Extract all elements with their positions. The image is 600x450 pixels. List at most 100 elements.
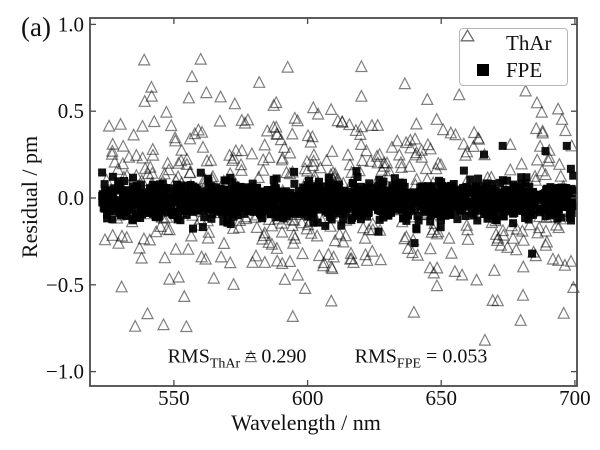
fpe-point [347, 216, 356, 225]
thar-point [138, 161, 152, 175]
thar-point [408, 131, 422, 145]
fpe-point [328, 199, 337, 208]
thar-point [409, 147, 423, 161]
fpe-point [482, 179, 491, 188]
fpe-point [458, 187, 467, 196]
fpe-point [398, 195, 407, 204]
thar-point [494, 238, 508, 251]
fpe-point [141, 191, 150, 200]
fpe-point [436, 208, 445, 217]
fpe-point [517, 173, 526, 182]
fpe-point [281, 197, 290, 205]
thar-point [354, 137, 368, 150]
fpe-point [492, 189, 501, 198]
fpe-point [123, 189, 132, 198]
fpe-point [457, 203, 466, 212]
thar-point [298, 161, 312, 175]
thar-point [467, 125, 481, 139]
rms-fpe-equals: = [421, 345, 443, 368]
thar-point [180, 157, 194, 170]
fpe-point [396, 204, 405, 213]
fpe-point [312, 202, 321, 211]
fpe-point [141, 204, 150, 213]
x-tick-label: 550 [158, 386, 190, 410]
fpe-point [480, 150, 488, 159]
thar-point [275, 216, 289, 229]
rms-thar-prefix: RMS [167, 345, 210, 368]
fpe-point [523, 196, 532, 205]
thar-point [429, 161, 443, 175]
fpe-point [228, 191, 237, 200]
fpe-point [446, 181, 455, 190]
fpe-point [522, 173, 531, 182]
fpe-point [227, 178, 236, 187]
fpe-point [263, 207, 272, 216]
fpe-point [337, 221, 346, 230]
thar-point [539, 167, 553, 181]
fpe-point [230, 187, 239, 195]
thar-point [401, 241, 415, 254]
fpe-point [321, 187, 330, 196]
thar-point [286, 309, 300, 322]
thar-point [421, 137, 435, 151]
fpe-point [286, 188, 295, 197]
fpe-point [108, 215, 117, 224]
fpe-point [129, 173, 137, 182]
fpe-point [385, 187, 394, 196]
fpe-point [326, 212, 335, 221]
thar-point [460, 218, 474, 231]
fpe-point [292, 207, 301, 216]
thar-point [344, 246, 358, 259]
thar-point [306, 100, 320, 114]
fpe-point [411, 204, 420, 213]
fpe-point [378, 180, 387, 189]
fpe-point [287, 204, 296, 213]
fpe-point [170, 207, 179, 216]
thar-point [115, 229, 129, 242]
fpe-point [354, 198, 363, 206]
fpe-point [297, 188, 306, 196]
thar-point [320, 153, 334, 166]
legend-label-fpe: FPE [506, 57, 543, 82]
fpe-point [524, 215, 533, 224]
thar-point [232, 220, 246, 233]
thar-point [390, 133, 404, 147]
fpe-point [569, 171, 578, 180]
fpe-point [384, 194, 393, 203]
thar-point [559, 123, 572, 137]
fpe-point [157, 206, 166, 215]
fpe-point [278, 187, 287, 196]
fpe-point [444, 206, 453, 215]
fpe-point [459, 197, 468, 206]
fpe-point [117, 201, 126, 210]
fpe-point [315, 177, 323, 186]
thar-point [262, 235, 276, 248]
thar-point [162, 272, 176, 285]
thar-point [194, 52, 208, 65]
thar-point [116, 139, 130, 152]
thar-point [195, 125, 209, 138]
thar-point [191, 122, 205, 136]
thar-point [407, 305, 421, 318]
fpe-point [541, 147, 550, 156]
fpe-point [238, 198, 247, 206]
fpe-point [471, 194, 480, 202]
thar-point [546, 252, 560, 265]
thar-point [291, 268, 305, 281]
thar-point [158, 250, 172, 264]
fpe-point [172, 191, 181, 200]
fpe-point [207, 182, 216, 191]
fpe-point [182, 210, 191, 219]
fpe-point [384, 199, 393, 208]
fpe-point [550, 201, 558, 210]
fpe-point [416, 183, 425, 192]
fpe-point [305, 176, 313, 185]
fpe-point [226, 220, 235, 229]
fpe-point [437, 192, 446, 201]
fpe-point [531, 205, 540, 214]
thar-point [398, 231, 412, 245]
fpe-point [173, 185, 181, 194]
fpe-point [224, 198, 233, 207]
fpe-point [446, 200, 455, 209]
fpe-point [402, 216, 411, 225]
